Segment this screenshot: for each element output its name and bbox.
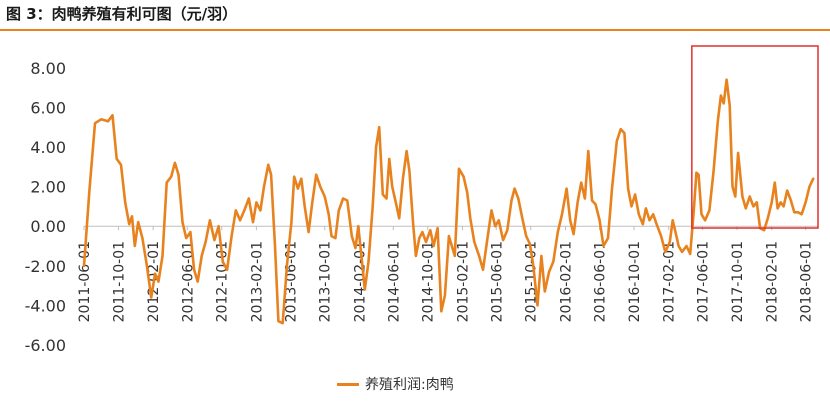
- x-tick-label: 2017-02-01: [662, 241, 678, 322]
- y-tick-label: 8.00: [30, 59, 66, 78]
- x-tick-label: 2017-10-01: [730, 241, 746, 322]
- chart-title: 图 3：肉鸭养殖有利可图（元/羽）: [6, 5, 238, 23]
- x-tick-label: 2018-06-01: [799, 241, 815, 322]
- series-line-0: [82, 78, 815, 325]
- x-tick-label: 2015-06-01: [489, 241, 505, 322]
- y-tick-label: 4.00: [30, 138, 66, 157]
- chart-legend: 养殖利润:肉鸭: [337, 374, 454, 394]
- x-tick-label: 2012-10-01: [215, 241, 231, 322]
- y-tick-label: 0.00: [30, 217, 66, 236]
- x-tick-label: 2011-10-01: [111, 241, 127, 322]
- highlight-box: [691, 45, 819, 229]
- y-tick-label: -2.00: [25, 257, 66, 276]
- x-tick-label: 2016-06-01: [593, 241, 609, 322]
- x-tick-label: 2013-02-01: [249, 241, 265, 322]
- title-underline: [0, 29, 830, 31]
- x-tick-label: 2014-02-01: [352, 241, 368, 322]
- y-tick-label: -6.00: [25, 336, 66, 355]
- legend-swatch: [337, 382, 359, 386]
- y-tick-label: 6.00: [30, 98, 66, 117]
- x-tick-label: 2014-10-01: [421, 241, 437, 322]
- x-tick-label: 2016-10-01: [627, 241, 643, 322]
- x-tick-label: 2017-06-01: [696, 241, 712, 322]
- x-tick-label: 2011-06-01: [77, 241, 93, 322]
- x-tick-label: 2015-02-01: [455, 241, 471, 322]
- x-tick-label: 2018-02-01: [765, 241, 781, 322]
- legend-label: 养殖利润:肉鸭: [365, 377, 454, 393]
- x-tick-label: 2013-10-01: [318, 241, 334, 322]
- x-tick-label: 2016-02-01: [558, 241, 574, 322]
- y-tick-label: -4.00: [25, 296, 66, 315]
- x-tick-label: 2014-06-01: [386, 241, 402, 322]
- y-tick-label: 2.00: [30, 178, 66, 197]
- x-tick-label: 2015-10-01: [524, 241, 540, 322]
- x-tick-label: 2012-06-01: [180, 241, 196, 322]
